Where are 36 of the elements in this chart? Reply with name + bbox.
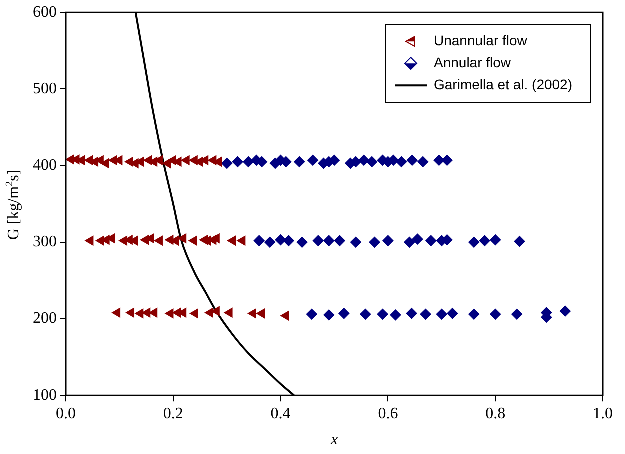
- x-tick-label: 0.4: [270, 405, 291, 422]
- point: [112, 308, 121, 318]
- x-tick-label: 0.2: [163, 405, 184, 422]
- point: [237, 236, 246, 246]
- point: [154, 236, 163, 246]
- y-tick-label: 600: [33, 4, 57, 21]
- x-axis-title: x: [330, 432, 338, 449]
- point: [280, 311, 290, 321]
- point: [126, 308, 135, 318]
- y-tick-label: 500: [33, 80, 57, 98]
- x-tick-label: 0.8: [486, 405, 506, 422]
- legend-label: Annular flow: [434, 54, 512, 70]
- point: [228, 236, 236, 246]
- legend-label: Unannular flow: [434, 32, 528, 48]
- y-tick-label: 300: [33, 234, 57, 251]
- point: [149, 308, 158, 318]
- y-tick-label: 100: [33, 386, 57, 404]
- point: [256, 308, 266, 318]
- point: [181, 156, 190, 166]
- y-tick-label: 400: [33, 157, 57, 174]
- x-tick-label: 1.0: [593, 405, 613, 422]
- point: [178, 234, 187, 244]
- point: [248, 308, 256, 318]
- point: [188, 236, 198, 246]
- x-tick-label: 0.6: [378, 405, 398, 422]
- point: [224, 308, 233, 318]
- point: [142, 308, 151, 318]
- point: [135, 308, 144, 318]
- x-tick-label: 0.0: [56, 405, 76, 422]
- point: [100, 158, 110, 168]
- point: [204, 308, 214, 318]
- point: [85, 236, 94, 246]
- point: [165, 308, 174, 318]
- y-tick-label: 200: [33, 310, 57, 328]
- legend-label: Garimella et al. (2002): [434, 76, 573, 92]
- point: [190, 308, 198, 318]
